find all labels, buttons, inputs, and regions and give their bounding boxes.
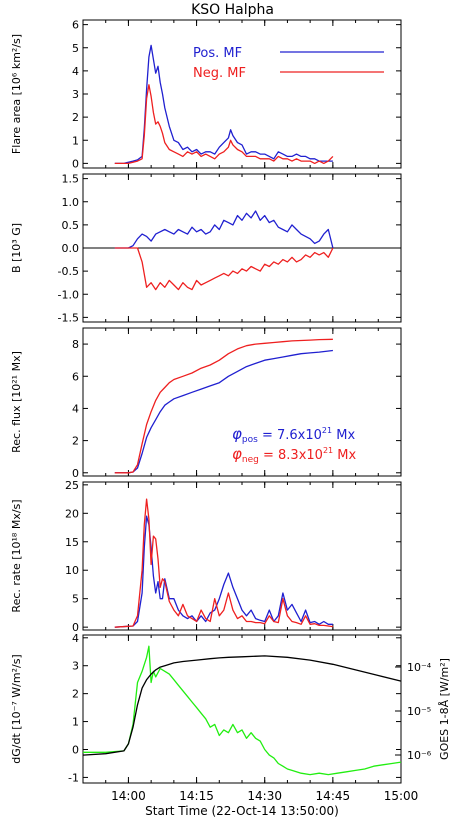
plot-frame <box>82 481 402 631</box>
panel-rec-rate: 0 5 10 15 20 25 Rec. rate [10¹⁸ Mx/s] <box>10 479 402 634</box>
y-tick-label: 0 <box>72 743 79 756</box>
y-tick-label: 25 <box>65 479 79 492</box>
series-line <box>114 210 334 249</box>
series-line <box>114 44 333 165</box>
y-tick-label: 0.0 <box>62 242 80 255</box>
y-tick-label: 2 <box>72 111 79 124</box>
y-tick-label: 4 <box>72 402 79 415</box>
y-tick-label: -1.0 <box>58 288 79 301</box>
flux-annotation: φpos = 7.6x1021 Mx <box>232 425 355 445</box>
y-tick-label: 4 <box>72 632 79 645</box>
series-line <box>114 515 333 628</box>
series-line <box>83 645 402 776</box>
y-tick-label: 5 <box>72 42 79 55</box>
panel-flare-area: 0 1 2 3 4 5 6 Flare area [10⁶ km²/s] Pos. MF Neg.… <box>10 19 402 170</box>
series-line <box>114 84 334 165</box>
y-tick-label: 1.0 <box>62 196 80 209</box>
panel-b-field: -1.5 -1.0 -0.5 0.0 0.5 1.0 1.5 B [10³ G] <box>10 173 402 324</box>
y-axis-label: Rec. flux [10²¹ Mx] <box>10 351 23 453</box>
y-tick-label: 2 <box>72 688 79 701</box>
y-tick-label: 8 <box>72 338 79 351</box>
y-axis-label: Flare area [10⁶ km²/s] <box>10 34 23 154</box>
panel-rec-flux: 0 2 4 6 8 Rec. flux [10²¹ Mx] φpos = 7.6x1021 … <box>10 327 402 480</box>
series-line <box>82 655 402 756</box>
series-line <box>114 247 334 291</box>
y-tick-label: 2 <box>72 435 79 448</box>
y-tick-label: -1 <box>68 771 79 784</box>
series-line <box>114 498 333 628</box>
x-tick-label: 14:00 <box>111 789 146 803</box>
y-tick-label: 0 <box>72 157 79 170</box>
x-tick-label: 14:30 <box>247 789 282 803</box>
legend-label: Neg. MF <box>193 66 246 81</box>
series-line <box>114 349 333 474</box>
x-tick-label: 14:45 <box>316 789 351 803</box>
x-tick-label: 15:00 <box>384 789 419 803</box>
panel-goes: -1 0 1 2 3 4 dG/dt [10⁻⁷ W/m²/s] 10⁻⁶ 10⁻⁵ 10⁻⁴ GO… <box>10 632 451 818</box>
y-tick-label: -1.5 <box>58 311 79 324</box>
y-axis-label: B [10³ G] <box>10 223 23 273</box>
y-tick-label: 20 <box>65 507 79 520</box>
y-tick-label: 1 <box>72 134 79 147</box>
legend-label: Pos. MF <box>193 46 242 61</box>
y-tick-label: 1 <box>72 716 79 729</box>
flux-annotation: φneg = 8.3x1021 Mx <box>232 445 356 465</box>
y2-tick-label: 10⁻⁴ <box>407 661 432 674</box>
y-tick-label: 10 <box>65 564 79 577</box>
y-tick-label: 15 <box>65 536 79 549</box>
y-tick-label: 0 <box>72 621 79 634</box>
y2-axis-label: GOES 1-8Å [W/m²] <box>438 658 451 760</box>
figure-title: KSO Halpha <box>191 2 274 18</box>
y-tick-label: 3 <box>72 660 79 673</box>
y2-tick-label: 10⁻⁵ <box>407 705 431 718</box>
y-tick-label: 6 <box>72 19 79 32</box>
y-tick-label: 4 <box>72 65 79 78</box>
y-tick-label: 0 <box>72 467 79 480</box>
x-tick-label: 14:15 <box>179 789 214 803</box>
y-axis-label: Rec. rate [10¹⁸ Mx/s] <box>10 499 23 612</box>
series-line <box>114 338 333 474</box>
y-tick-label: 1.5 <box>62 173 80 186</box>
y-tick-label: 3 <box>72 88 79 101</box>
y-axis-label: dG/dt [10⁻⁷ W/m²/s] <box>10 654 23 763</box>
x-axis-label: Start Time (22-Oct-14 13:50:00) <box>145 804 339 818</box>
y-tick-label: 0.5 <box>62 219 80 232</box>
y-tick-label: 5 <box>72 593 79 606</box>
y-tick-label: 6 <box>72 370 79 383</box>
y2-tick-label: 10⁻⁶ <box>407 749 432 762</box>
y-tick-label: -0.5 <box>58 265 79 278</box>
